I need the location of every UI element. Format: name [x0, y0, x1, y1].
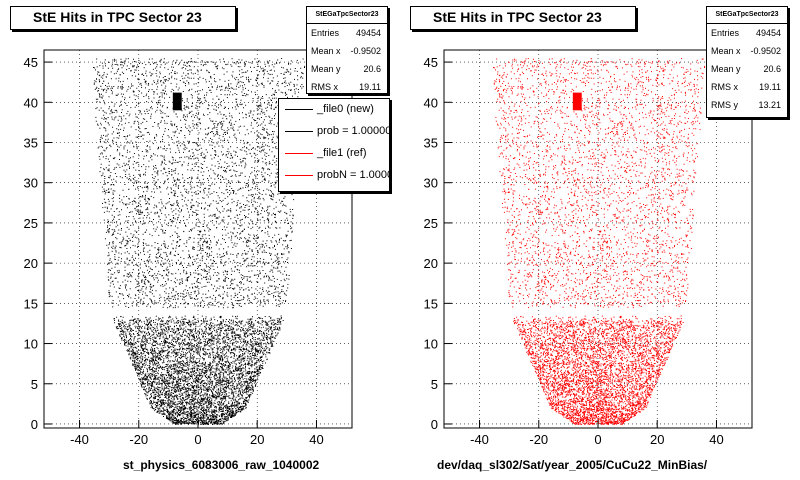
stats-key: Mean y	[311, 64, 341, 74]
stats-row: RMS x 19.11	[307, 78, 387, 96]
legend-line	[285, 131, 313, 132]
y-tick-label: 15	[424, 296, 438, 311]
scatter-points	[93, 58, 306, 425]
stats-row: RMS x 19.11	[707, 78, 787, 96]
y-tick-label: 40	[424, 95, 438, 110]
x-tick-label: 0	[594, 432, 601, 447]
legend-label: probN = 1.000000	[317, 169, 389, 181]
x-axis-caption-right: dev/daq_sl302/Sat/year_2005/CuCu22_MinBi…	[437, 458, 708, 472]
y-tick-label: 45	[24, 55, 38, 70]
scatter-point-cloud	[493, 58, 706, 425]
stats-row: Entries 49454	[707, 24, 787, 42]
stats-row: Entries 49454	[307, 24, 387, 42]
y-tick-label: 25	[424, 216, 438, 231]
legend-box: _file0 (new) prob = 1.000000 _file1 (ref…	[278, 98, 390, 192]
chart-title-left: StE Hits in TPC Sector 23	[10, 6, 236, 30]
stats-row: Mean x -0.9502	[707, 42, 787, 60]
stats-value: 19.11	[759, 82, 781, 92]
stats-box-right: StEGaTpcSector23 Entries 49454 Mean x -0…	[706, 6, 788, 118]
legend-line	[285, 109, 313, 110]
stats-row: Mean y 20.6	[307, 60, 387, 78]
stats-key: Mean y	[711, 64, 741, 74]
stats-row: Mean y 20.6	[707, 60, 787, 78]
x-tick-label: 0	[194, 432, 201, 447]
y-tick-label: 0	[31, 417, 38, 432]
x-tick-label: -20	[529, 432, 548, 447]
legend-entry: _file0 (new)	[279, 99, 389, 121]
stats-box-left: StEGaTpcSector23 Entries 49454 Mean x -0…	[306, 6, 388, 94]
stats-key: RMS x	[311, 82, 338, 92]
y-tick-label: 20	[24, 256, 38, 271]
x-tick-label: -20	[129, 432, 148, 447]
stats-row: RMS y 13.21	[707, 96, 787, 114]
x-tick-label: 40	[309, 432, 323, 447]
x-tick-label: -40	[70, 432, 89, 447]
y-tick-label: 5	[31, 377, 38, 392]
y-tick-label: 30	[424, 176, 438, 191]
legend-entry: prob = 1.000000	[279, 121, 389, 143]
x-tick-label: -40	[470, 432, 489, 447]
scatter-plot-right: -40 -20 0 20 40 0 5 10 15 20 25 30 35 40 45	[424, 49, 753, 447]
scatter-hotspot	[172, 92, 182, 111]
stats-value: 49454	[355, 28, 381, 38]
legend-entry: _file1 (ref)	[279, 143, 389, 165]
stats-value: -0.9502	[350, 46, 381, 56]
x-tick-label: 40	[709, 432, 723, 447]
stats-value: -0.9502	[750, 46, 781, 56]
y-tick-label: 30	[24, 176, 38, 191]
y-tick-label: 40	[24, 95, 38, 110]
stats-value: 13.21	[758, 100, 781, 110]
stats-header: StEGaTpcSector23	[707, 7, 787, 24]
scatter-hotspot	[572, 92, 582, 111]
stats-header: StEGaTpcSector23	[307, 7, 387, 24]
legend-line	[285, 175, 313, 176]
y-tick-label: 5	[431, 377, 438, 392]
stats-key: RMS x	[711, 82, 738, 92]
stats-key: Entries	[711, 28, 740, 38]
y-tick-label: 10	[24, 337, 38, 352]
legend-label: _file0 (new)	[317, 103, 374, 115]
stats-value: 49454	[755, 28, 781, 38]
legend-label: prob = 1.000000	[317, 125, 390, 137]
legend-line	[285, 153, 313, 154]
y-tick-label: 15	[24, 296, 38, 311]
legend-label: _file1 (ref)	[317, 147, 367, 159]
scatter-points	[493, 58, 706, 425]
chart-title-right: StE Hits in TPC Sector 23	[410, 6, 636, 30]
stats-key: RMS y	[711, 100, 738, 110]
y-tick-label: 35	[424, 135, 438, 150]
stats-key: Mean x	[311, 46, 341, 56]
y-tick-label: 25	[24, 216, 38, 231]
stats-key: Entries	[311, 28, 340, 38]
scatter-point-cloud	[93, 58, 306, 425]
y-tick-label: 45	[424, 55, 438, 70]
y-tick-label: 0	[431, 417, 438, 432]
stats-row: Mean x -0.9502	[307, 42, 387, 60]
y-tick-label: 20	[424, 256, 438, 271]
stats-key: Mean x	[711, 46, 741, 56]
y-tick-label: 35	[24, 135, 38, 150]
stats-value: 20.6	[363, 64, 381, 74]
y-tick-label: 10	[424, 337, 438, 352]
x-axis-caption-left: st_physics_6083006_raw_1040002	[123, 458, 320, 472]
legend-entry: probN = 1.000000	[279, 165, 389, 187]
stats-value: 20.6	[763, 64, 781, 74]
x-tick-label: 20	[650, 432, 664, 447]
x-tick-label: 20	[250, 432, 264, 447]
stats-value: 19.11	[359, 82, 381, 92]
